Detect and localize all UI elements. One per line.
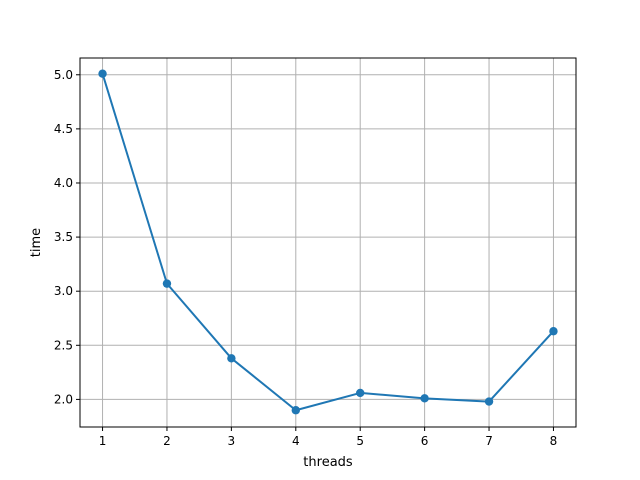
data-point: [420, 394, 429, 403]
data-point: [549, 327, 558, 336]
x-tick-label: 2: [163, 434, 171, 448]
x-tick-label: 6: [421, 434, 429, 448]
series-line: [101, 73, 555, 412]
y-tick-label: 4.5: [54, 122, 73, 136]
x-axis-label: threads: [303, 455, 353, 470]
x-tick-label: 1: [99, 434, 107, 448]
data-point: [162, 279, 172, 288]
x-tick-label: 4: [292, 434, 300, 448]
data-point: [291, 406, 300, 415]
grid: [80, 58, 576, 427]
plot-data: [98, 69, 558, 415]
y-tick-label: 2.5: [54, 338, 73, 352]
y-axis-label: time: [29, 228, 44, 257]
data-point: [227, 354, 236, 363]
y-tick-label: 4.0: [54, 176, 73, 190]
x-tick-label: 3: [228, 434, 236, 448]
axis-ticks: 1 2 3 4 5 6 7 8 2.0 2.5 3.0 3.5 4.0 4.5 5.0: [54, 68, 557, 448]
data-point: [484, 397, 494, 406]
x-tick-label: 5: [356, 434, 364, 448]
y-tick-label: 3.0: [54, 284, 73, 298]
data-point: [98, 69, 107, 78]
x-tick-label: 8: [550, 434, 558, 448]
data-point: [356, 388, 365, 398]
y-tick-label: 2.0: [54, 392, 73, 406]
x-tick-label: 7: [485, 434, 493, 448]
y-tick-label: 5.0: [54, 68, 73, 82]
plot-frame: [79, 57, 577, 428]
y-tick-label: 3.5: [54, 230, 73, 244]
